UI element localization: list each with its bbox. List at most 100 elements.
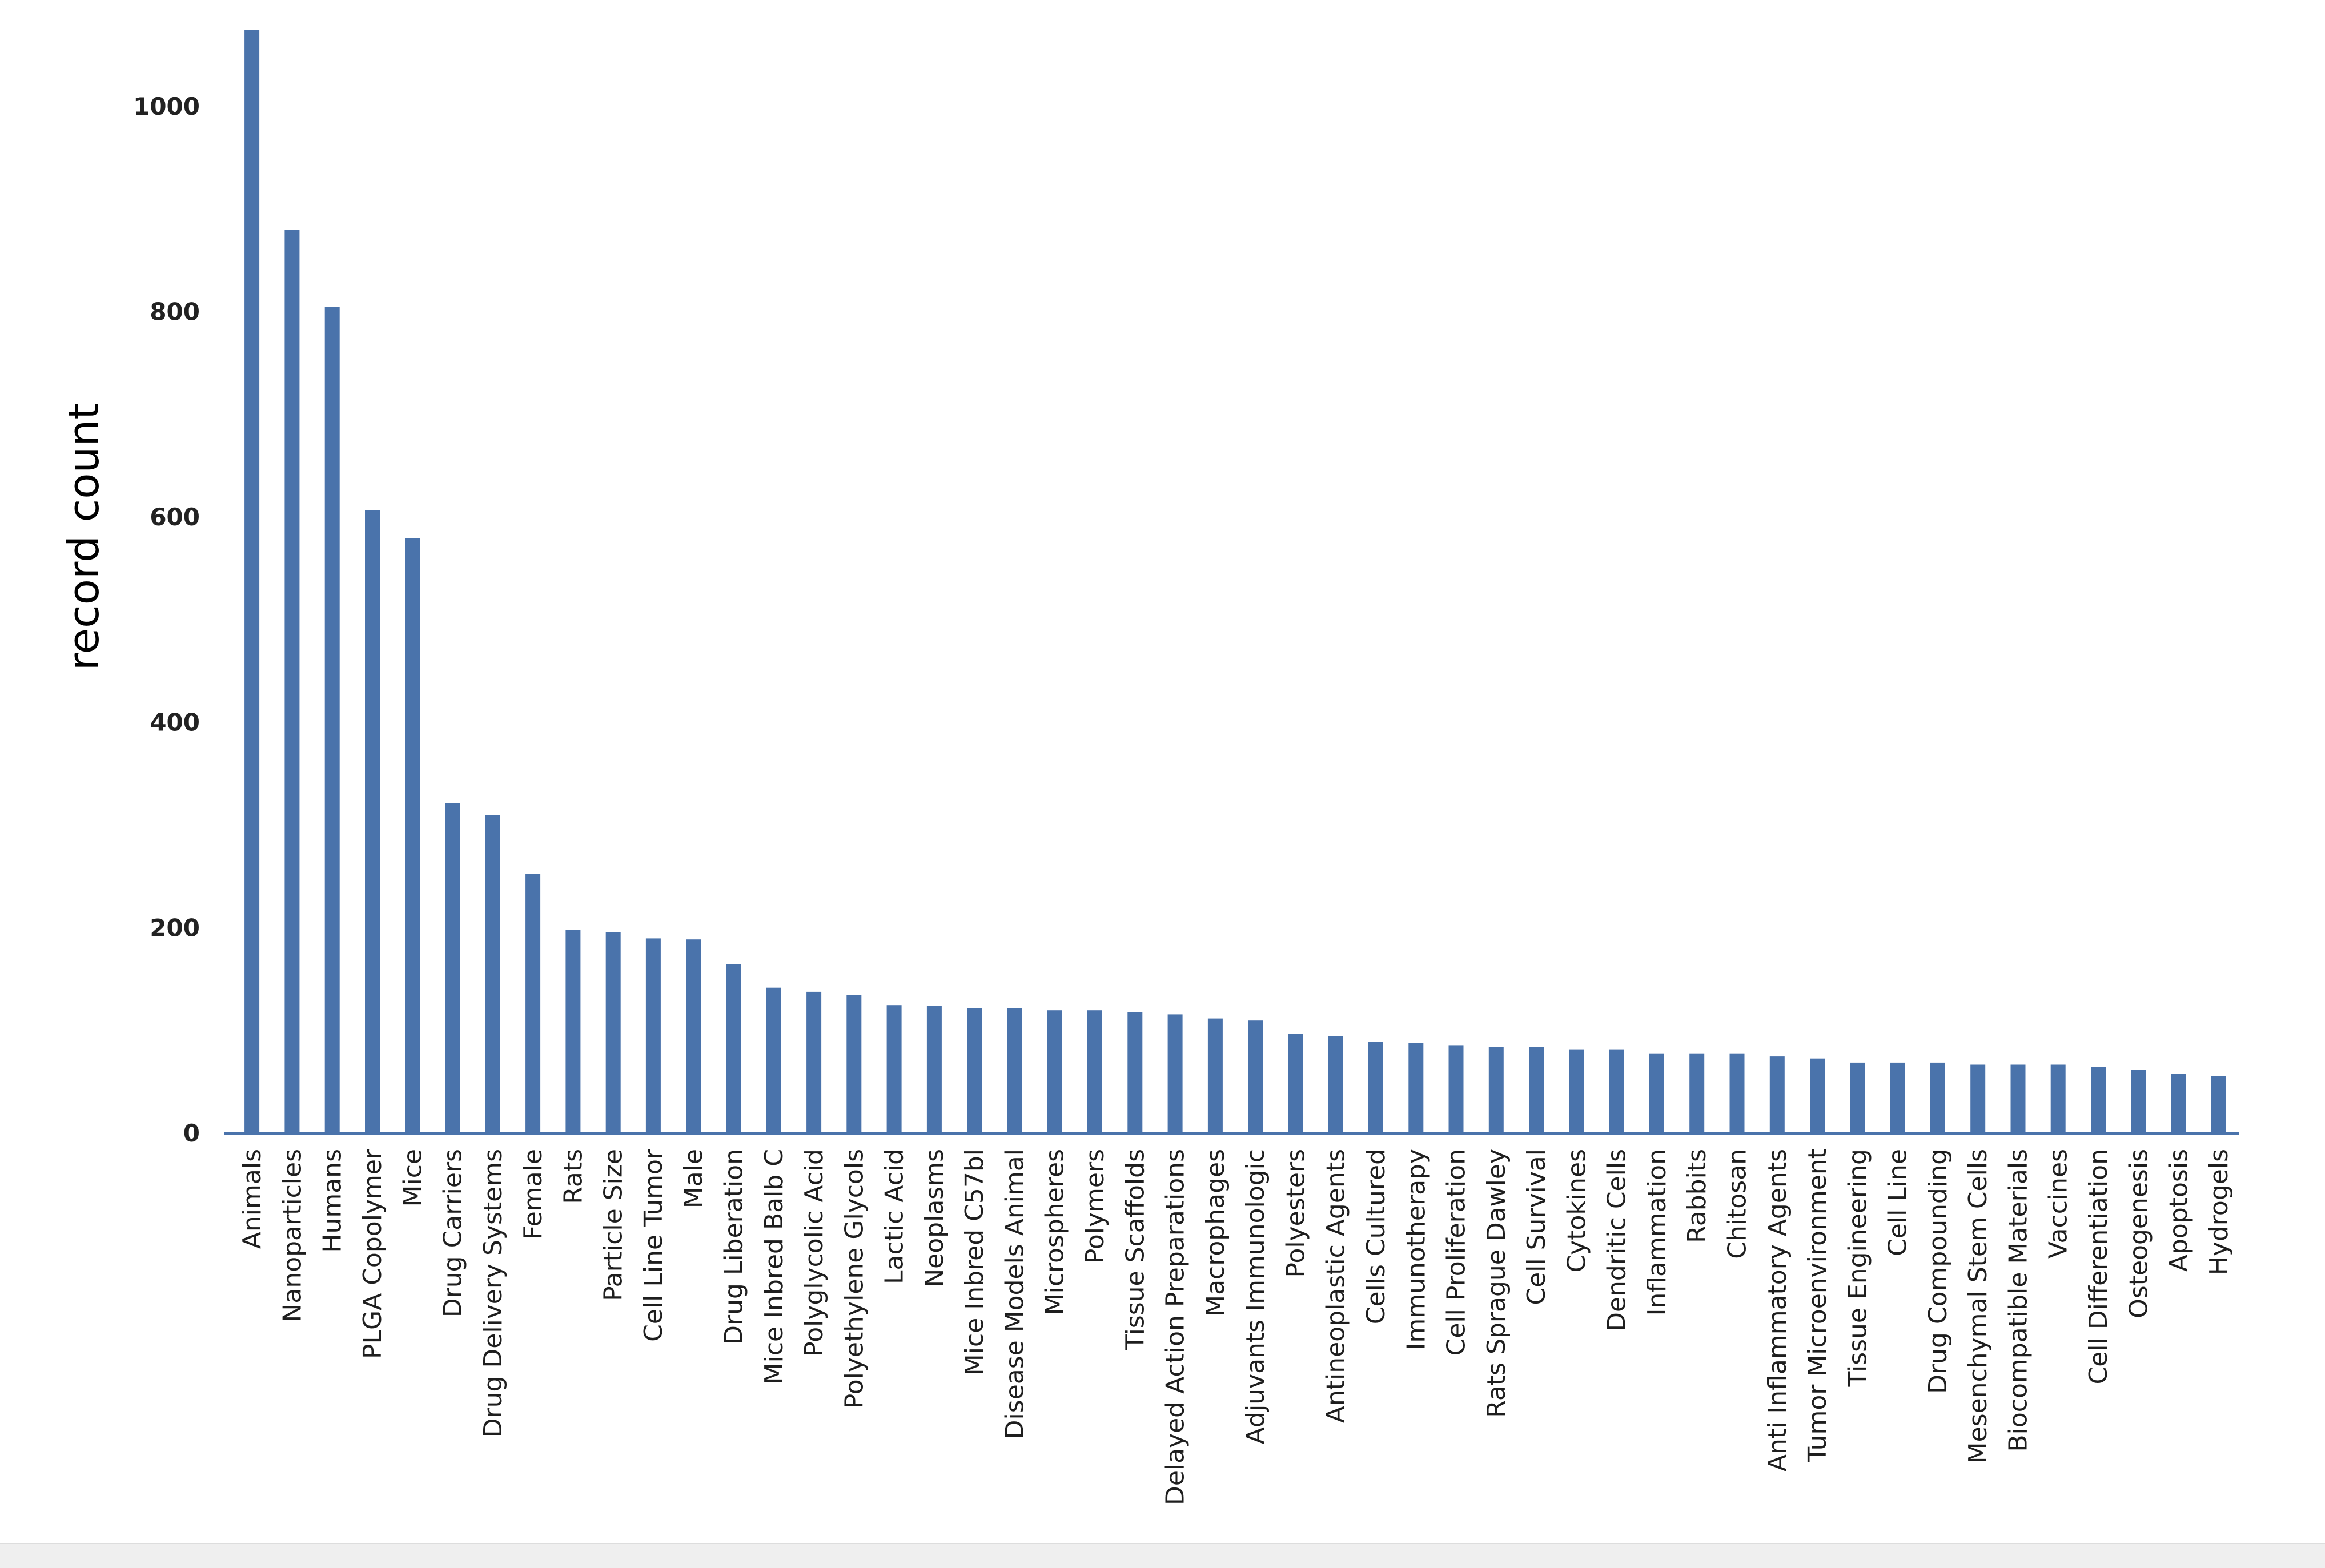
x-tick-label: Dendritic Cells (1603, 1149, 1632, 1332)
x-tick-label: Mesenchymal Stem Cells (1963, 1149, 1993, 1464)
bar-13 (726, 964, 741, 1133)
x-tick-label: Hydrogels (2204, 1149, 2234, 1275)
x-tick-label: Tissue Engineering (1843, 1149, 1872, 1388)
bar-7 (485, 815, 500, 1133)
bar-6 (445, 803, 460, 1133)
x-tick-label: Tumor Microenvironment (1803, 1149, 1832, 1463)
bar-12 (686, 939, 701, 1133)
bar-20 (1007, 1008, 1022, 1133)
x-tick-label: Rats (559, 1149, 588, 1204)
bar-48 (2131, 1070, 2146, 1133)
y-tick-label: 600 (150, 503, 200, 531)
x-tick-label: PLGA Copolymer (358, 1148, 387, 1359)
x-tick-label: Polymers (1081, 1149, 1110, 1264)
x-tick-label: Drug Carriers (439, 1149, 468, 1317)
bar-33 (1529, 1047, 1544, 1133)
x-tick-label: Antineoplastic Agents (1322, 1149, 1351, 1423)
bar-2 (284, 230, 300, 1134)
bar-45 (2010, 1064, 2026, 1133)
bar-14 (766, 987, 781, 1133)
bar-32 (1488, 1047, 1504, 1133)
x-tick-label: Mice Inbred Balb C (760, 1149, 789, 1384)
x-tick-label: Adjuvants Immunologic (1241, 1149, 1270, 1444)
bar-42 (1890, 1062, 1905, 1133)
bar-11 (645, 938, 661, 1133)
bar-30 (1408, 1043, 1424, 1133)
x-axis-ticks: Animals Nanoparticles Humans PLGA Copolymer… (238, 1148, 2234, 1505)
x-tick-label: Macrophages (1201, 1149, 1230, 1317)
bar-40 (1810, 1058, 1825, 1133)
x-tick-label: Cell Line Tumor (639, 1148, 668, 1342)
bar-37 (1689, 1053, 1705, 1133)
y-tick-label: 800 (150, 298, 200, 326)
bar-38 (1729, 1053, 1745, 1133)
x-tick-label: Animals (238, 1149, 267, 1249)
x-tick-label: Anti Inflammatory Agents (1763, 1149, 1792, 1471)
bar-15 (806, 991, 822, 1133)
bar-21 (1047, 1010, 1062, 1133)
bar-50 (2211, 1076, 2226, 1133)
x-tick-label: Apoptosis (2165, 1149, 2194, 1272)
bar-10 (605, 932, 621, 1133)
x-tick-label: Female (519, 1149, 548, 1240)
x-tick-label: Polyesters (1281, 1149, 1310, 1277)
x-tick-label: Osteogenesis (2124, 1149, 2153, 1318)
bar-3 (324, 307, 340, 1133)
x-tick-label: Tissue Scaffolds (1121, 1149, 1150, 1350)
bar-27 (1288, 1034, 1303, 1133)
bar-4 (365, 510, 380, 1133)
x-tick-label: Cytokines (1562, 1149, 1591, 1273)
bar-9 (565, 930, 581, 1133)
bar-24 (1167, 1014, 1183, 1133)
bar-34 (1569, 1049, 1584, 1133)
bar-46 (2050, 1064, 2066, 1133)
y-tick-label: 400 (150, 709, 200, 737)
x-tick-label: Drug Delivery Systems (479, 1149, 508, 1437)
x-tick-label: Rats Sprague Dawley (1482, 1149, 1511, 1418)
bar-35 (1609, 1049, 1624, 1133)
x-tick-label: Polyethylene Glycols (840, 1149, 869, 1409)
bar-28 (1328, 1036, 1343, 1133)
y-tick-label: 200 (150, 914, 200, 942)
y-tick-label: 1000 (133, 93, 200, 120)
x-tick-label: Disease Models Animal (1001, 1149, 1030, 1439)
bar-43 (1930, 1062, 1945, 1133)
x-tick-label: Inflammation (1643, 1149, 1672, 1316)
y-tick-label: 0 (183, 1119, 200, 1147)
y-axis-ticks: 0 200 400 600 800 1000 (133, 93, 200, 1147)
x-tick-label: Chitosan (1723, 1149, 1752, 1259)
x-tick-label: Vaccines (2044, 1149, 2073, 1259)
x-tick-label: Rabbits (1682, 1149, 1712, 1243)
x-tick-label: Cell Line (1884, 1149, 1913, 1256)
x-tick-label: Microspheres (1041, 1149, 1070, 1315)
bar-1 (244, 30, 260, 1133)
bar-19 (967, 1008, 982, 1133)
x-tick-label: Cell Differentiation (2084, 1149, 2113, 1385)
bottom-bar (0, 1543, 2325, 1568)
bar-49 (2171, 1074, 2186, 1133)
bar-16 (846, 995, 862, 1133)
bar-31 (1448, 1045, 1464, 1133)
x-tick-label: Particle Size (599, 1149, 628, 1301)
x-tick-label: Neoplasms (920, 1149, 949, 1288)
x-tick-label: Cell Survival (1522, 1149, 1551, 1305)
x-tick-label: Biocompatible Materials (2004, 1149, 2033, 1452)
bar-8 (525, 874, 541, 1133)
x-tick-label: Cells Cultured (1362, 1149, 1391, 1324)
y-axis-label: record count (59, 403, 109, 671)
x-tick-label: Mice (398, 1149, 427, 1207)
bar-17 (886, 1005, 902, 1133)
bar-26 (1248, 1020, 1263, 1133)
bar-29 (1368, 1042, 1383, 1133)
bars-group (244, 30, 2226, 1134)
bar-44 (1970, 1064, 1986, 1133)
bar-39 (1769, 1056, 1785, 1133)
bar-25 (1207, 1018, 1223, 1133)
x-tick-label: Delayed Action Preparations (1161, 1149, 1190, 1505)
bar-41 (1850, 1062, 1865, 1133)
x-tick-label: Lactic Acid (880, 1149, 909, 1284)
x-tick-label: Immunotherapy (1402, 1149, 1431, 1350)
x-tick-label: Male (679, 1149, 708, 1208)
